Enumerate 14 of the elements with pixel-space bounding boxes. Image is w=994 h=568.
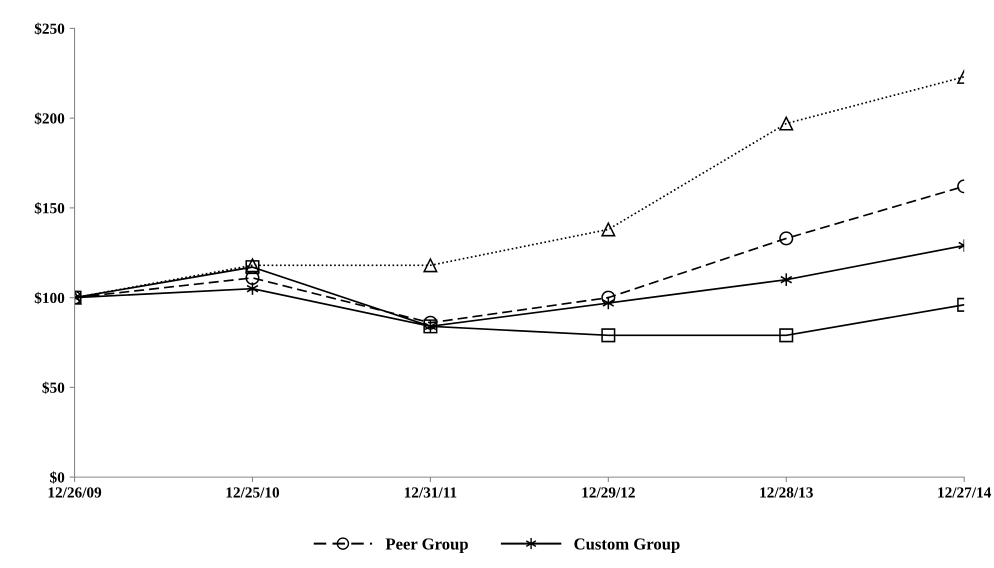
x-tick-label: 12/28/13 [760,487,813,498]
legend-label: Peer Group [386,538,468,553]
y-tick-label: $250 [34,22,64,35]
y-tick-label: $100 [34,292,64,304]
x-tick-label: 12/26/09 [48,487,102,498]
y-tick-label: $200 [34,112,64,125]
x-tick-label: 12/31/11 [404,487,456,498]
legend-label: Custom Group [574,538,680,553]
y-tick-label: $50 [42,382,64,394]
x-tick-label: 12/29/12 [582,487,635,498]
y-tick-label: $0 [50,471,64,484]
y-tick-label: $150 [34,202,64,214]
x-tick-label: 12/25/10 [226,487,280,498]
x-tick-label: 12/27/14 [938,487,992,498]
